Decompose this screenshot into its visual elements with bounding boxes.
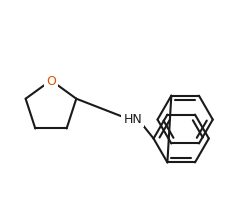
Text: HN: HN	[123, 113, 142, 126]
Text: O: O	[46, 74, 56, 87]
